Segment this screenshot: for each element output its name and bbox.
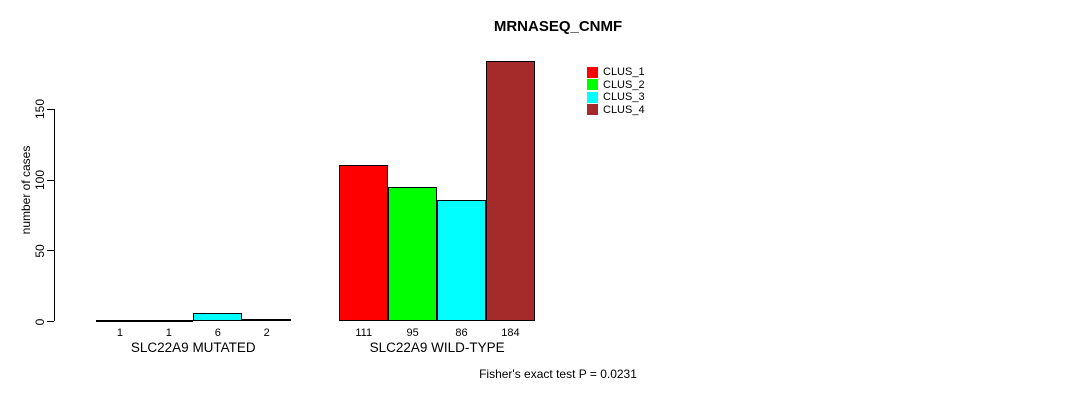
legend-item: CLUS_2 [587, 79, 645, 92]
y-axis-tick [47, 179, 54, 181]
y-axis-line [54, 109, 55, 322]
bar-value-label: 95 [406, 327, 419, 339]
y-axis-tick-label: 100 [33, 170, 47, 191]
bar-clus_3-group2 [437, 199, 486, 322]
bar-clus_1-group1 [95, 319, 145, 322]
y-axis-tick [47, 250, 54, 252]
bar-value-label: 184 [501, 327, 520, 339]
y-axis-label: number of cases [19, 145, 33, 235]
bar-value-label: 111 [355, 327, 373, 339]
bar-clus_3-group1 [193, 313, 243, 322]
y-axis-tick-label: 50 [33, 244, 47, 258]
y-axis-tick-label: 0 [33, 318, 47, 325]
bar-value-label: 6 [214, 327, 221, 339]
legend-label: CLUS_3 [603, 91, 645, 104]
legend-swatch [587, 79, 598, 91]
group-label: SLC22A9 MUTATED [130, 340, 256, 355]
legend-swatch [587, 91, 598, 103]
legend-label: CLUS_4 [603, 103, 645, 116]
legend-item: CLUS_3 [587, 91, 645, 104]
bar-clus_2-group1 [144, 319, 194, 322]
legend-label: CLUS_1 [603, 66, 645, 79]
bar-clus_4-group2 [486, 61, 535, 322]
legend: CLUS_1 CLUS_2 CLUS_3 CLUS_4 [587, 66, 645, 116]
bar-value-label: 1 [165, 327, 172, 339]
y-axis-tick [47, 321, 54, 322]
group-label: SLC22A9 WILD-TYPE [369, 340, 505, 355]
bar-value-label: 86 [455, 327, 468, 339]
y-axis-tick [47, 108, 54, 110]
legend-swatch [587, 104, 598, 116]
bar-clus_4-group1 [242, 318, 292, 322]
bar-value-label: 2 [263, 327, 270, 339]
chart-title: MRNASEQ_CNMF [493, 18, 623, 35]
legend-item: CLUS_4 [587, 104, 645, 117]
bar-value-label: 1 [116, 327, 123, 339]
legend-item: CLUS_1 [587, 66, 645, 79]
bar-clus_1-group2 [339, 164, 389, 322]
legend-swatch [587, 66, 598, 78]
bar-clus_2-group2 [388, 187, 438, 322]
y-axis-tick-label: 150 [33, 99, 47, 120]
footnote: Fisher's exact test P = 0.0231 [479, 367, 637, 381]
legend-label: CLUS_2 [603, 78, 645, 91]
